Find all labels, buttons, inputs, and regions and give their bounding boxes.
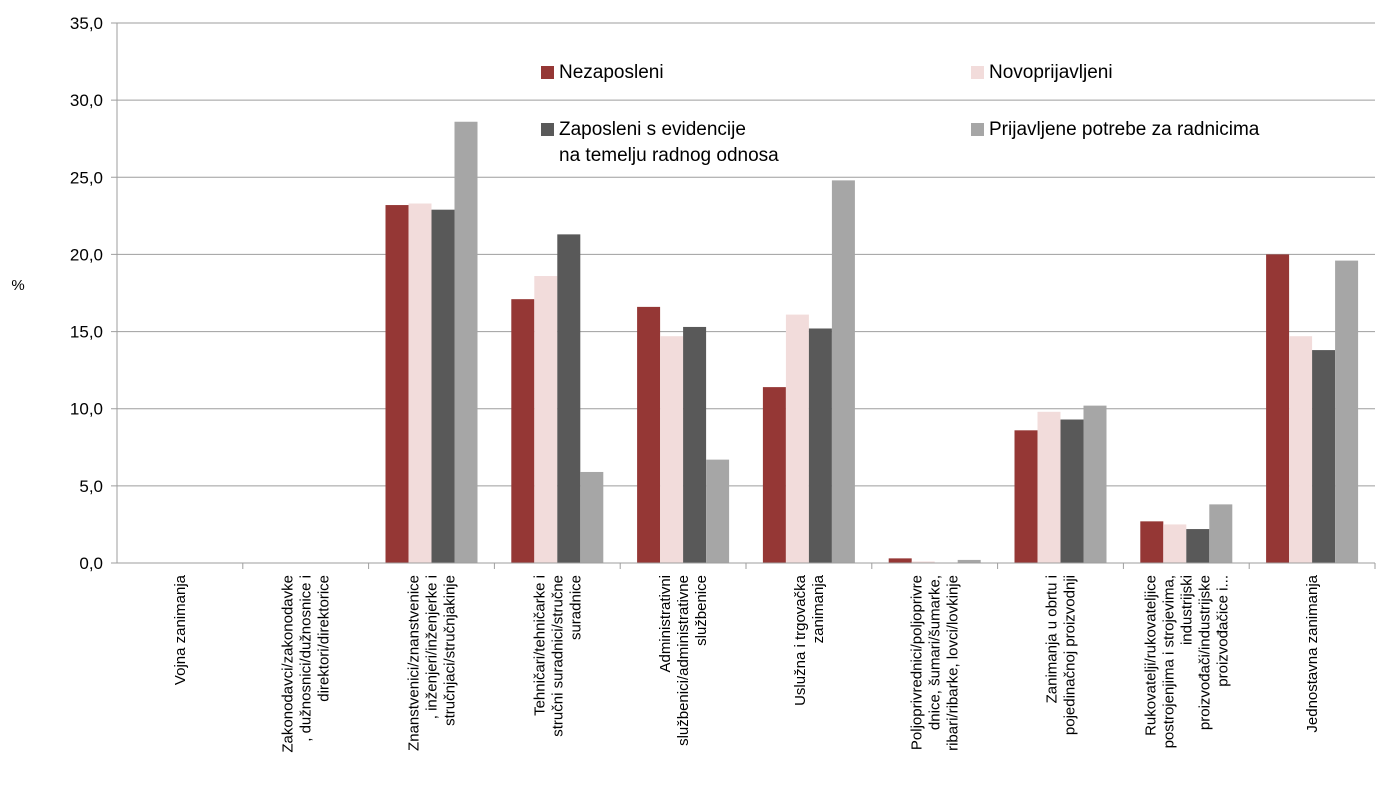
bar: [1140, 521, 1164, 563]
y-tick-label: 25,0: [70, 168, 103, 187]
bar: [1186, 529, 1210, 563]
y-tick-label: 10,0: [70, 400, 103, 419]
y-tick-label: 5,0: [79, 477, 103, 496]
category-label: Znanstvenici/znanstvenice, inženjeri/inž…: [406, 575, 459, 751]
legend-label: Novoprijavljeni: [989, 62, 1113, 83]
bar: [785, 314, 809, 563]
category-label-line: stručnjaci/stručnjakinje: [442, 575, 459, 726]
category-label-line: Znanstvenici/znanstvenice: [406, 575, 423, 751]
legend-label: Prijavljene potrebe za radnicima: [989, 119, 1260, 140]
category-label-line: stručni suradnici/stručne: [549, 575, 566, 737]
category-label-line: Vojna zanimanja: [172, 574, 189, 685]
bar: [557, 234, 581, 563]
y-tick-label: 0,0: [79, 554, 103, 573]
legend-label-line: na temelju radnog odnosa: [559, 145, 779, 166]
legend: Nezaposleni Novoprijavljeni Zaposleni s ev…: [541, 62, 1260, 166]
category-label-line: dnice, šumari/šumarke,: [927, 575, 944, 730]
category-label-line: Zanimanja u obrtu i: [1044, 575, 1061, 703]
y-tick-label: 20,0: [70, 245, 103, 264]
legend-label-line: Prijavljene potrebe za radnicima: [989, 119, 1260, 140]
legend-label: Zaposleni s evidencije na temelju radnog …: [559, 119, 779, 166]
category-label-line: službenici/administrativne: [675, 575, 692, 746]
category-labels: Vojna zanimanja Zakonodavci/zakonodavke, …: [172, 574, 1321, 752]
bar: [808, 328, 832, 563]
category-label-line: Uslužna i trgovačka: [792, 574, 809, 706]
bar: [1312, 350, 1336, 563]
category-label-line: Administrativni: [657, 575, 674, 673]
bar: [1060, 419, 1084, 563]
bar: [911, 561, 935, 563]
category-label-line: zanimanja: [810, 574, 827, 643]
category-label: Rukovatelji/rukovateljicepostrojenjima i…: [1142, 575, 1231, 748]
bar: [1083, 405, 1107, 563]
bar: [1209, 504, 1233, 563]
legend-label: Nezaposleni: [559, 62, 664, 83]
bars: [385, 121, 1359, 564]
category-label-line: ribari/ribarke, lovci/lovkinje: [945, 575, 962, 751]
bar: [454, 121, 478, 563]
category-label-line: službenice: [693, 575, 710, 646]
category-label: Zanimanja u obrtu ipojedinačnoj proizvod…: [1044, 575, 1079, 735]
bar: [1163, 524, 1187, 563]
category-label: Vojna zanimanja: [172, 574, 189, 685]
legend-swatch: [971, 123, 984, 136]
bar: [408, 203, 432, 563]
legend-swatch: [541, 123, 554, 136]
bar: [511, 299, 535, 563]
gridlines: [111, 22, 1375, 564]
category-label: Zakonodavci/zakonodavke, dužnosnici/dužn…: [280, 575, 333, 753]
category-label-line: pojedinačnoj proizvodnji: [1062, 575, 1079, 735]
bar: [637, 306, 661, 563]
y-tick-label: 30,0: [70, 91, 103, 110]
category-label-line: Jednostavna zanimanja: [1304, 574, 1321, 732]
bar: [1335, 260, 1359, 563]
category-label-line: Zakonodavci/zakonodavke: [280, 575, 297, 753]
category-label: Uslužna i trgovačkazanimanja: [792, 574, 827, 706]
category-label-line: proizvođačice i...: [1214, 575, 1231, 687]
bar: [957, 559, 981, 563]
y-tick-label: 15,0: [70, 323, 103, 342]
category-label: Administrativnislužbenici/administrativn…: [657, 575, 710, 746]
bar: [385, 205, 409, 564]
y-tick-label: 35,0: [70, 14, 103, 33]
bar: [431, 209, 455, 563]
y-axis-label: %: [11, 277, 24, 294]
legend-label-line: Novoprijavljeni: [989, 62, 1113, 83]
category-label-line: suradnice: [567, 575, 584, 640]
category-label-line: , inženjeri/inženjerke i: [424, 575, 441, 719]
category-label: Poljoprivrednici/poljoprivrednice, šumar…: [909, 575, 962, 751]
legend-swatch: [541, 66, 554, 79]
category-label-line: Poljoprivrednici/poljoprivre: [909, 575, 926, 750]
bar: [683, 326, 707, 563]
axes: [116, 23, 1376, 569]
bar: [580, 471, 604, 563]
bar: [1014, 430, 1038, 563]
category-label-line: industrijski: [1178, 575, 1195, 645]
legend-swatch: [971, 66, 984, 79]
legend-label-line: Nezaposleni: [559, 62, 664, 83]
category-label-line: proizvođači/industrijske: [1196, 575, 1213, 730]
category-label-line: direktori/direktorice: [316, 575, 333, 702]
y-axis-ticks: 0,0 5,0 10,0 15,0 20,0 25,0 30,0 35,0: [70, 14, 103, 573]
bar: [831, 180, 855, 563]
bar: [660, 336, 684, 563]
category-label-line: , dužnosnici/dužnosnice i: [298, 575, 315, 742]
category-label: Tehničari/tehničarke istručni suradnici/…: [531, 575, 584, 737]
category-label-line: Tehničari/tehničarke i: [531, 575, 548, 716]
category-label-line: Rukovatelji/rukovateljice: [1142, 575, 1159, 736]
category-label-line: postrojenjima i strojevima,: [1160, 575, 1177, 748]
bar: [762, 387, 786, 563]
bar: [888, 558, 912, 563]
bar: [1037, 411, 1061, 563]
bar: [706, 459, 730, 563]
legend-label-line: Zaposleni s evidencije: [559, 119, 746, 140]
bar: [534, 276, 558, 563]
bar: [1266, 254, 1290, 563]
category-label: Jednostavna zanimanja: [1304, 574, 1321, 732]
bar: [1289, 336, 1313, 563]
